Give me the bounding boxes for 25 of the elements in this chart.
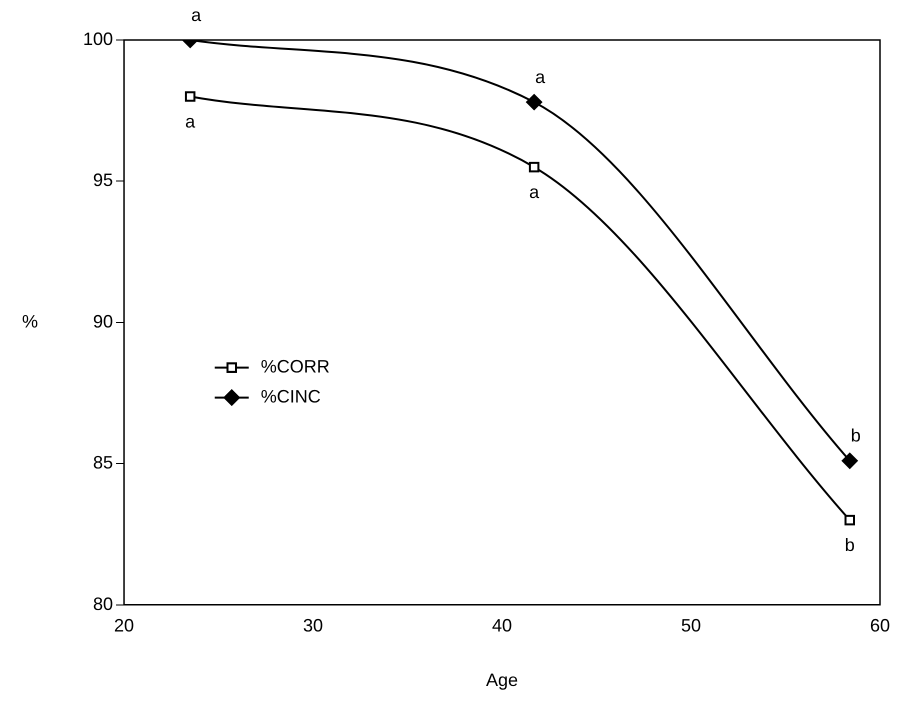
y-tick-label: 90 [93, 311, 114, 332]
annotation: a [529, 182, 540, 202]
x-tick-label: 30 [303, 616, 324, 636]
x-tick-label: 40 [492, 616, 512, 636]
x-tick-label: 60 [870, 616, 890, 636]
y-tick-label: 95 [93, 170, 114, 190]
y-tick-label: 80 [93, 594, 114, 614]
annotation: a [185, 111, 196, 132]
legend-label: %CORR [260, 356, 330, 377]
annotation: b [844, 535, 855, 556]
x-tick-label: 50 [680, 616, 702, 636]
x-axis-title: Age [486, 670, 518, 690]
annotation: a [535, 67, 546, 88]
y-tick-label: 85 [93, 452, 114, 473]
point [844, 514, 856, 526]
legend-label: %CINC [260, 386, 321, 407]
point [842, 452, 858, 469]
y-tick-label: 100 [82, 28, 114, 49]
x-tick-label: 20 [114, 616, 134, 636]
point [526, 94, 542, 110]
annotation: b [850, 426, 861, 446]
point [528, 162, 540, 172]
y-axis-title: % [22, 311, 38, 332]
annotation: a [191, 4, 202, 25]
point [184, 91, 196, 102]
